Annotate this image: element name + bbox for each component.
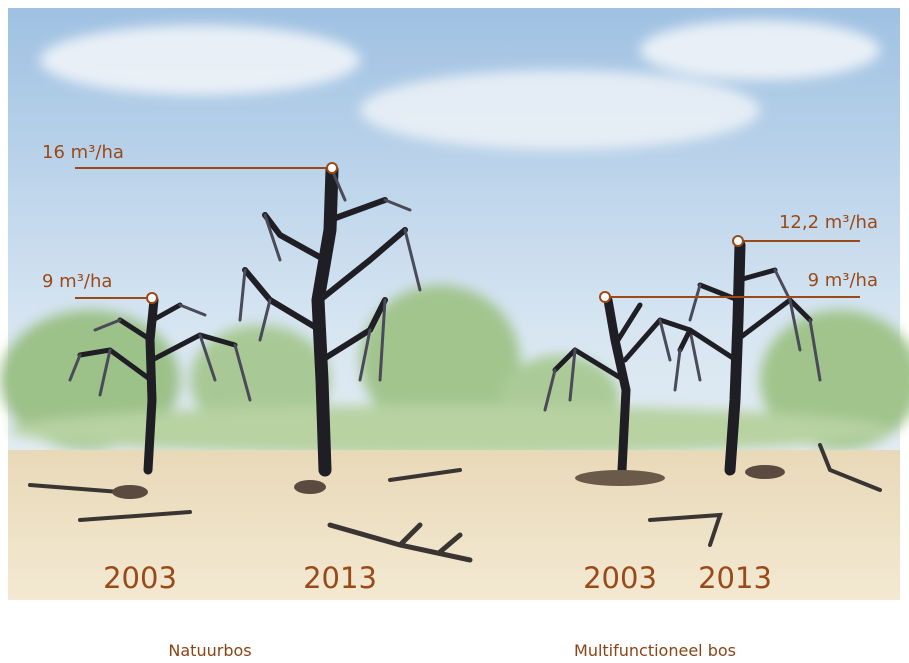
leader-dot	[146, 292, 158, 304]
deadwood	[28, 443, 882, 563]
scene	[0, 8, 909, 600]
caption: Multifunctioneel bos	[574, 641, 736, 660]
leader-dot	[599, 291, 611, 303]
tree-small-2	[543, 295, 702, 475]
tree-small-1	[68, 295, 252, 475]
volume-label: 16 m³/ha	[42, 142, 124, 163]
leader-dot	[732, 235, 744, 247]
annotations: 16 m³/ha 9 m³/ha 12,2 m³/ha 9 m³/ha	[42, 142, 878, 304]
year-label: 2003	[583, 561, 657, 595]
volume-label: 9 m³/ha	[42, 271, 112, 292]
tree-large-2	[673, 239, 822, 476]
leader-dot	[326, 162, 338, 174]
volume-label: 12,2 m³/ha	[779, 212, 878, 233]
years: 2003 2013 2003 2013	[103, 561, 772, 595]
year-label: 2003	[103, 561, 177, 595]
volume-label: 9 m³/ha	[808, 270, 878, 291]
caption: Natuurbos	[168, 641, 251, 660]
tree-large-1	[238, 163, 422, 477]
bushes	[0, 285, 909, 455]
year-label: 2013	[303, 561, 377, 595]
year-label: 2013	[698, 561, 772, 595]
clouds	[40, 20, 880, 150]
